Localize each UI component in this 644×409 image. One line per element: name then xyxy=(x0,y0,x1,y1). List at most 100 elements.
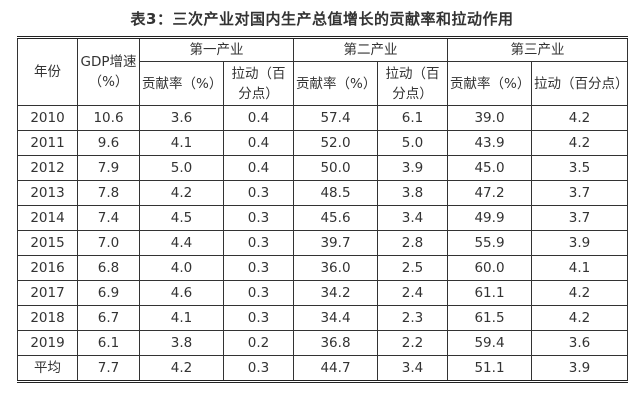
cell-secondary-rate: 36.0 xyxy=(293,255,378,281)
cell-secondary-rate: 44.7 xyxy=(293,355,378,383)
cell-year: 2017 xyxy=(17,280,78,306)
cell-primary-pull: 0.3 xyxy=(223,280,294,306)
cell-gdp-growth: 7.9 xyxy=(77,155,140,181)
cell-gdp-growth: 6.8 xyxy=(77,255,140,281)
cell-primary-pull: 0.3 xyxy=(223,180,294,206)
cell-tertiary-rate: 59.4 xyxy=(447,330,532,356)
table-row: 2012 7.9 5.0 0.4 50.0 3.9 45.0 3.5 xyxy=(17,155,628,181)
cell-year: 2013 xyxy=(17,180,78,206)
cell-tertiary-rate: 51.1 xyxy=(447,355,532,383)
cell-primary-rate: 3.8 xyxy=(139,330,224,356)
cell-secondary-pull: 2.8 xyxy=(377,230,448,256)
cell-secondary-pull: 3.9 xyxy=(377,155,448,181)
cell-tertiary-pull: 4.2 xyxy=(531,280,628,306)
cell-year: 平均 xyxy=(17,355,78,383)
cell-primary-pull: 0.4 xyxy=(223,130,294,156)
cell-primary-rate: 4.5 xyxy=(139,205,224,231)
cell-secondary-rate: 48.5 xyxy=(293,180,378,206)
cell-primary-pull: 0.4 xyxy=(223,155,294,181)
table-row: 2010 10.6 3.6 0.4 57.4 6.1 39.0 4.2 xyxy=(17,105,628,131)
cell-tertiary-pull: 4.2 xyxy=(531,105,628,131)
cell-primary-pull: 0.3 xyxy=(223,305,294,331)
cell-secondary-pull: 3.4 xyxy=(377,355,448,383)
table-row: 2016 6.8 4.0 0.3 36.0 2.5 60.0 4.1 xyxy=(17,255,628,281)
cell-primary-rate: 4.6 xyxy=(139,280,224,306)
table-row: 平均 7.7 4.2 0.3 44.7 3.4 51.1 3.9 xyxy=(17,355,628,383)
cell-year: 2011 xyxy=(17,130,78,156)
table-row: 2019 6.1 3.8 0.2 36.8 2.2 59.4 3.6 xyxy=(17,330,628,356)
cell-gdp-growth: 9.6 xyxy=(77,130,140,156)
cell-secondary-rate: 57.4 xyxy=(293,105,378,131)
cell-tertiary-rate: 55.9 xyxy=(447,230,532,256)
cell-primary-pull: 0.3 xyxy=(223,230,294,256)
cell-tertiary-rate: 47.2 xyxy=(447,180,532,206)
cell-secondary-rate: 52.0 xyxy=(293,130,378,156)
cell-tertiary-rate: 60.0 xyxy=(447,255,532,281)
cell-tertiary-pull: 4.2 xyxy=(531,130,628,156)
cell-tertiary-pull: 3.7 xyxy=(531,205,628,231)
cell-primary-rate: 4.1 xyxy=(139,130,224,156)
cell-secondary-pull: 6.1 xyxy=(377,105,448,131)
table-row: 2015 7.0 4.4 0.3 39.7 2.8 55.9 3.9 xyxy=(17,230,628,256)
cell-tertiary-pull: 4.2 xyxy=(531,305,628,331)
header-gdp-growth: GDP增速（%） xyxy=(77,36,140,106)
cell-tertiary-rate: 49.9 xyxy=(447,205,532,231)
cell-tertiary-pull: 3.7 xyxy=(531,180,628,206)
cell-year: 2012 xyxy=(17,155,78,181)
header-tertiary-industry: 第三产业 xyxy=(447,36,628,62)
cell-secondary-pull: 2.5 xyxy=(377,255,448,281)
cell-secondary-pull: 2.2 xyxy=(377,330,448,356)
cell-gdp-growth: 6.7 xyxy=(77,305,140,331)
cell-year: 2018 xyxy=(17,305,78,331)
cell-primary-rate: 5.0 xyxy=(139,155,224,181)
table-row: 2018 6.7 4.1 0.3 34.4 2.3 61.5 4.2 xyxy=(17,305,628,331)
cell-tertiary-pull: 3.5 xyxy=(531,155,628,181)
header-year: 年份 xyxy=(17,36,78,106)
header-secondary-industry: 第二产业 xyxy=(293,36,448,62)
header-secondary-rate: 贡献率（%） xyxy=(293,61,378,106)
cell-primary-pull: 0.3 xyxy=(223,255,294,281)
gdp-contribution-table: 年份 GDP增速（%） 第一产业 第二产业 第三产业 贡献率（%） 拉动（百分点… xyxy=(17,36,628,383)
table-body: 2010 10.6 3.6 0.4 57.4 6.1 39.0 4.2 2011 9.6 4.1 0.… xyxy=(17,105,628,383)
cell-primary-rate: 3.6 xyxy=(139,105,224,131)
cell-primary-pull: 0.3 xyxy=(223,205,294,231)
cell-primary-rate: 4.4 xyxy=(139,230,224,256)
cell-secondary-pull: 2.4 xyxy=(377,280,448,306)
cell-tertiary-pull: 3.9 xyxy=(531,355,628,383)
cell-tertiary-rate: 61.5 xyxy=(447,305,532,331)
cell-tertiary-pull: 4.1 xyxy=(531,255,628,281)
cell-gdp-growth: 7.4 xyxy=(77,205,140,231)
cell-secondary-rate: 39.7 xyxy=(293,230,378,256)
cell-secondary-pull: 5.0 xyxy=(377,130,448,156)
cell-year: 2016 xyxy=(17,255,78,281)
header-tertiary-pull: 拉动（百分点） xyxy=(531,61,628,106)
cell-primary-rate: 4.0 xyxy=(139,255,224,281)
cell-primary-pull: 0.3 xyxy=(223,355,294,383)
cell-tertiary-pull: 3.6 xyxy=(531,330,628,356)
cell-primary-rate: 4.1 xyxy=(139,305,224,331)
table-row: 2013 7.8 4.2 0.3 48.5 3.8 47.2 3.7 xyxy=(17,180,628,206)
header-tertiary-rate: 贡献率（%） xyxy=(447,61,532,106)
cell-tertiary-rate: 61.1 xyxy=(447,280,532,306)
cell-tertiary-rate: 45.0 xyxy=(447,155,532,181)
cell-gdp-growth: 10.6 xyxy=(77,105,140,131)
cell-primary-pull: 0.2 xyxy=(223,330,294,356)
cell-tertiary-rate: 43.9 xyxy=(447,130,532,156)
cell-year: 2019 xyxy=(17,330,78,356)
cell-secondary-rate: 34.2 xyxy=(293,280,378,306)
table-title: 表3：三次产业对国内生产总值增长的贡献率和拉动作用 xyxy=(130,10,514,28)
cell-year: 2015 xyxy=(17,230,78,256)
cell-secondary-rate: 45.6 xyxy=(293,205,378,231)
header-primary-rate: 贡献率（%） xyxy=(139,61,224,106)
header-primary-industry: 第一产业 xyxy=(139,36,294,62)
table-row: 2014 7.4 4.5 0.3 45.6 3.4 49.9 3.7 xyxy=(17,205,628,231)
header-secondary-pull: 拉动（百分点） xyxy=(377,61,448,106)
cell-gdp-growth: 7.7 xyxy=(77,355,140,383)
cell-secondary-pull: 2.3 xyxy=(377,305,448,331)
cell-primary-pull: 0.4 xyxy=(223,105,294,131)
cell-secondary-rate: 34.4 xyxy=(293,305,378,331)
cell-secondary-pull: 3.4 xyxy=(377,205,448,231)
cell-tertiary-rate: 39.0 xyxy=(447,105,532,131)
cell-year: 2010 xyxy=(17,105,78,131)
table-row: 2017 6.9 4.6 0.3 34.2 2.4 61.1 4.2 xyxy=(17,280,628,306)
